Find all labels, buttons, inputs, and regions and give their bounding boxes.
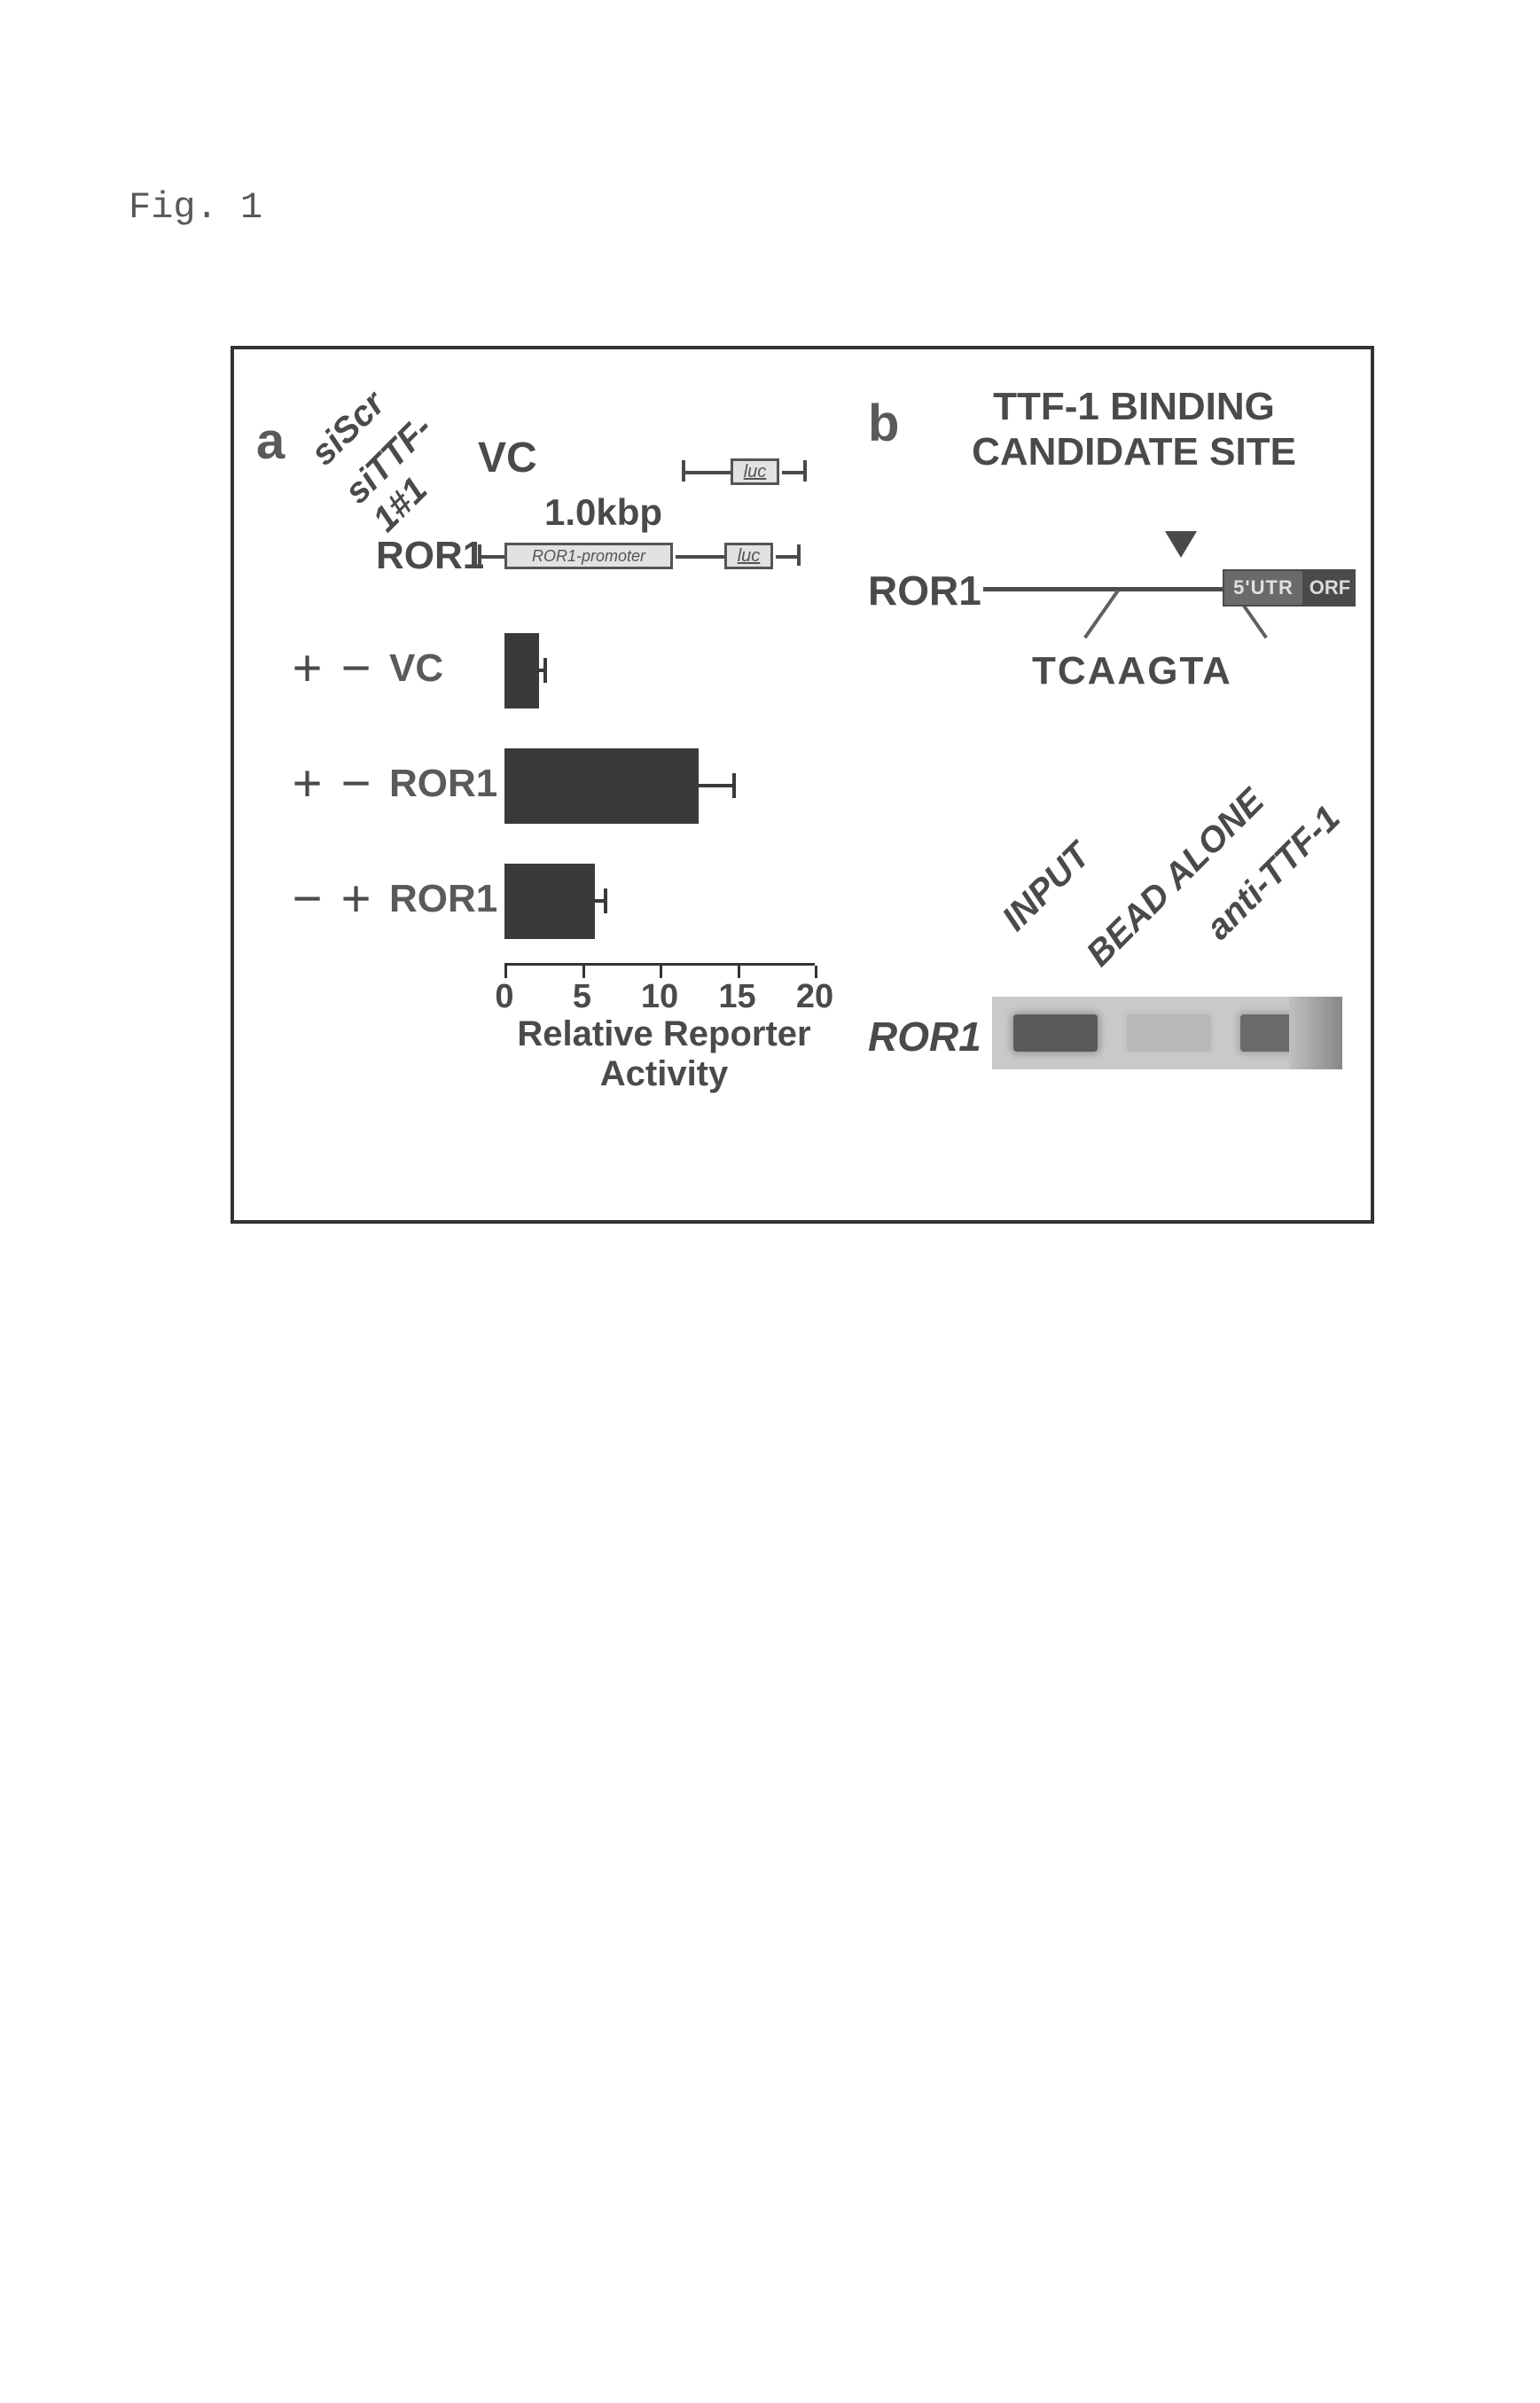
x-tick — [815, 966, 817, 978]
luc-box-2: luc — [724, 543, 773, 569]
error-cap — [604, 888, 607, 913]
chart-bar — [504, 748, 699, 824]
x-axis-ticks: 05101520 — [504, 966, 815, 1010]
construct-vc: luc — [682, 451, 815, 496]
ror1-construct-label: ROR1 — [376, 534, 484, 578]
gel-strip — [992, 997, 1342, 1069]
x-tick-label: 10 — [641, 978, 678, 1016]
chart-plot-area — [504, 620, 815, 966]
x-tick — [582, 966, 585, 978]
gel-band-input — [1013, 1014, 1098, 1052]
chart-bar — [504, 633, 539, 708]
x-tick — [504, 966, 507, 978]
promoter-box: ROR1-promoter — [504, 543, 673, 569]
x-tick-label: 0 — [495, 978, 513, 1016]
cond-siscr: + — [283, 758, 332, 810]
x-tick — [738, 966, 740, 978]
lane-input: INPUT — [995, 835, 1098, 939]
panel-a: a siScr siTTF-1#1 VC luc 1.0kbp ROR1 ROR… — [256, 376, 824, 1192]
x-tick — [660, 966, 662, 978]
x-tick-label: 15 — [718, 978, 755, 1016]
gene-diagram: ROR1 TCAAGTA 5'UTR ORF — [868, 536, 1356, 677]
x-tick-label: 20 — [796, 978, 833, 1016]
cond-sittf1: − — [332, 758, 380, 810]
panel-b: b TTF-1 BINDING CANDIDATE SITE ROR1 TCAA… — [868, 376, 1356, 1192]
kbp-label: 1.0kbp — [544, 491, 662, 534]
condition-row-3: − + ROR1 — [283, 841, 487, 957]
error-cap — [732, 773, 736, 798]
gene-line — [983, 587, 1227, 591]
x-axis-title: Relative Reporter Activity — [478, 1014, 850, 1094]
cond-sittf1: + — [332, 873, 380, 925]
binding-sequence: TCAAGTA — [1032, 649, 1232, 693]
title-line-2: CANDIDATE SITE — [972, 430, 1296, 474]
cond-construct: ROR1 — [380, 877, 487, 921]
cond-siscr: + — [283, 643, 332, 694]
binding-site-arrow-icon — [1165, 531, 1197, 558]
cond-sittf1: − — [332, 643, 380, 694]
condition-row-1: + − VC — [283, 611, 487, 726]
panel-b-marker: b — [868, 394, 899, 453]
condition-grid: + − VC + − ROR1 − + ROR1 — [283, 611, 487, 957]
gene-label: ROR1 — [868, 567, 981, 614]
chart-bar — [504, 864, 595, 939]
cond-construct: VC — [380, 646, 487, 691]
luc-box: luc — [731, 458, 779, 485]
cond-siscr: − — [283, 873, 332, 925]
condition-row-2: + − ROR1 — [283, 726, 487, 841]
gel-band-bead — [1127, 1014, 1211, 1052]
error-cap — [543, 658, 547, 683]
orf-box: ORF — [1304, 569, 1356, 607]
error-bar — [699, 784, 734, 787]
x-tick-label: 5 — [573, 978, 591, 1016]
figure-frame: a siScr siTTF-1#1 VC luc 1.0kbp ROR1 ROR… — [231, 346, 1374, 1224]
panel-b-title: TTF-1 BINDING CANDIDATE SITE — [939, 385, 1329, 474]
gel-label: ROR1 — [868, 1013, 981, 1061]
construct-ror1: ROR1-promoter luc — [478, 536, 815, 580]
cond-construct: ROR1 — [380, 762, 487, 806]
title-line-1: TTF-1 BINDING — [993, 385, 1275, 428]
vc-label: VC — [478, 434, 537, 482]
gel-row: ROR1 — [868, 997, 1356, 1076]
panel-a-marker: a — [256, 411, 285, 471]
chip-lane-labels: INPUT BEAD ALONE anti-TTF-1 — [997, 771, 1351, 966]
utr-box: 5'UTR — [1223, 569, 1304, 607]
gel-edge-shadow — [1289, 997, 1342, 1069]
figure-label: Fig. 1 — [129, 186, 262, 229]
reporter-activity-chart: 05101520 Relative Reporter Activity — [504, 620, 815, 1037]
